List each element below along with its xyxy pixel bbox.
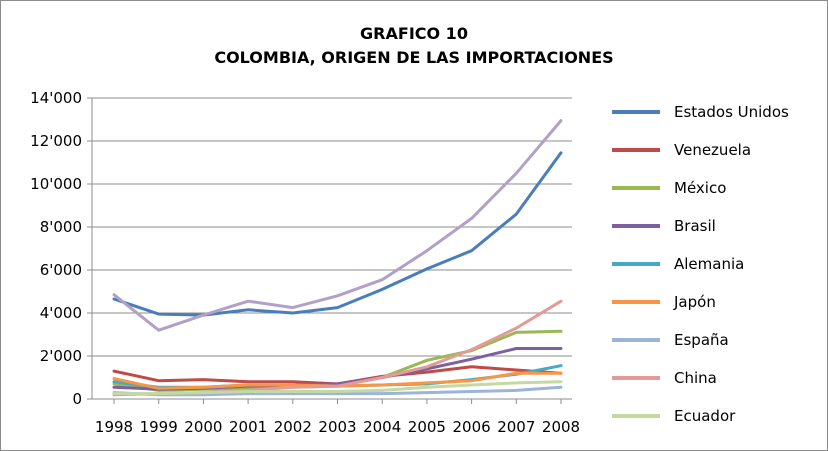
- y-tick-label: 6'000: [40, 261, 82, 279]
- x-tick-label: 2002: [274, 418, 312, 436]
- y-tick-label: 8'000: [40, 218, 82, 236]
- x-tick-label: 1998: [95, 418, 133, 436]
- y-tick-label: 10'000: [30, 175, 82, 193]
- legend-label: Ecuador: [674, 407, 736, 425]
- chart-title-line1: GRAFICO 10: [360, 24, 468, 43]
- legend-label: China: [674, 369, 717, 387]
- series-line-ecuador: [112, 380, 563, 396]
- x-tick-label: 2008: [542, 418, 580, 436]
- chart-title-line2: COLOMBIA, ORIGEN DE LAS IMPORTACIONES: [214, 48, 614, 67]
- legend-label: México: [674, 179, 726, 197]
- y-tick-label: 2'000: [40, 347, 82, 365]
- legend-label: Brasil: [674, 217, 716, 235]
- x-tick-label: 2004: [363, 418, 401, 436]
- legend-label: Estados Unidos: [674, 103, 789, 121]
- x-tick-label: 2005: [408, 418, 446, 436]
- legend-label: Venezuela: [674, 141, 751, 159]
- y-tick-label: 4'000: [40, 304, 82, 322]
- y-tick-label: 0: [72, 390, 82, 408]
- x-tick-label: 2001: [229, 418, 267, 436]
- legend-label: Japón: [673, 293, 716, 311]
- chart-title: GRAFICO 10 COLOMBIA, ORIGEN DE LAS IMPOR…: [0, 22, 828, 70]
- series-line-estados-unidos: [112, 151, 563, 317]
- series-line-espa-a: [112, 385, 563, 397]
- x-tick-label: 2007: [497, 418, 535, 436]
- y-tick-label: 14'000: [30, 89, 82, 107]
- series-line-venezuela: [112, 365, 563, 386]
- x-tick-label: 2006: [453, 418, 491, 436]
- legend-label: Alemania: [674, 255, 744, 273]
- y-tick-label: 12'000: [30, 132, 82, 150]
- x-tick-label: 2003: [318, 418, 356, 436]
- series-line-unlabeled: [112, 119, 563, 332]
- legend-label: España: [674, 331, 729, 349]
- x-tick-label: 2000: [184, 418, 222, 436]
- x-tick-label: 1999: [140, 418, 178, 436]
